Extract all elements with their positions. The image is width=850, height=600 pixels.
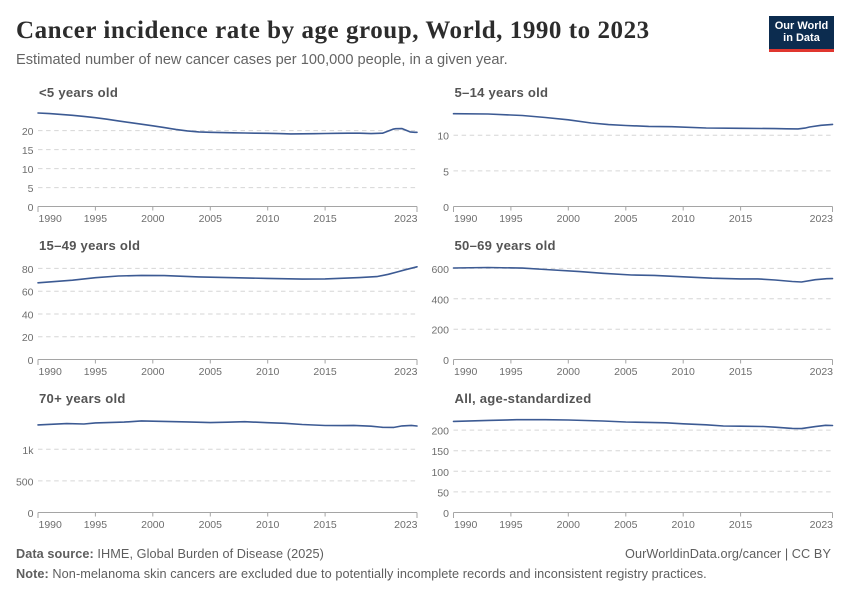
svg-text:1995: 1995: [84, 519, 108, 531]
svg-text:<5 years old: <5 years old: [39, 85, 118, 100]
svg-text:2005: 2005: [199, 366, 223, 378]
svg-text:1995: 1995: [84, 366, 108, 378]
svg-text:1995: 1995: [499, 366, 523, 378]
svg-text:5: 5: [443, 166, 449, 178]
svg-text:2023: 2023: [394, 366, 418, 378]
svg-text:1k: 1k: [22, 445, 34, 457]
svg-text:1990: 1990: [39, 213, 63, 225]
svg-text:All, age-standardized: All, age-standardized: [455, 391, 592, 406]
svg-text:2010: 2010: [672, 213, 696, 225]
svg-text:2005: 2005: [614, 519, 638, 531]
svg-text:2010: 2010: [256, 366, 280, 378]
svg-text:1990: 1990: [454, 519, 478, 531]
svg-text:1990: 1990: [454, 213, 478, 225]
svg-text:2005: 2005: [199, 519, 223, 531]
svg-text:200: 200: [431, 325, 449, 337]
svg-text:10: 10: [437, 131, 449, 143]
svg-text:400: 400: [431, 294, 449, 306]
svg-text:2000: 2000: [141, 519, 165, 531]
svg-text:2000: 2000: [557, 519, 581, 531]
svg-text:2015: 2015: [313, 519, 337, 531]
svg-text:2010: 2010: [672, 366, 696, 378]
svg-text:1990: 1990: [454, 366, 478, 378]
svg-text:2015: 2015: [313, 213, 337, 225]
svg-text:100: 100: [431, 467, 449, 479]
svg-text:1995: 1995: [499, 213, 523, 225]
svg-text:2000: 2000: [141, 213, 165, 225]
svg-text:10: 10: [22, 164, 34, 176]
svg-text:2023: 2023: [810, 519, 834, 531]
svg-text:1990: 1990: [39, 366, 63, 378]
svg-text:2000: 2000: [557, 366, 581, 378]
svg-text:150: 150: [431, 446, 449, 458]
svg-text:1995: 1995: [84, 213, 108, 225]
svg-text:0: 0: [28, 202, 34, 214]
svg-text:2015: 2015: [729, 519, 753, 531]
svg-text:60: 60: [22, 287, 34, 299]
svg-text:2010: 2010: [256, 519, 280, 531]
svg-text:80: 80: [22, 264, 34, 276]
svg-text:500: 500: [16, 476, 34, 488]
svg-text:2023: 2023: [810, 366, 834, 378]
svg-text:40: 40: [22, 310, 34, 322]
svg-text:200: 200: [431, 426, 449, 438]
svg-text:2023: 2023: [394, 213, 418, 225]
svg-text:2005: 2005: [199, 213, 223, 225]
svg-text:5–14 years old: 5–14 years old: [455, 85, 549, 100]
svg-text:50–69 years old: 50–69 years old: [455, 238, 556, 253]
svg-text:5: 5: [28, 183, 34, 195]
svg-text:70+ years old: 70+ years old: [39, 391, 126, 406]
svg-text:0: 0: [28, 355, 34, 367]
svg-text:0: 0: [443, 355, 449, 367]
svg-text:2015: 2015: [729, 213, 753, 225]
svg-text:0: 0: [28, 508, 34, 520]
svg-text:2010: 2010: [672, 519, 696, 531]
svg-text:2023: 2023: [394, 519, 418, 531]
svg-text:2000: 2000: [141, 366, 165, 378]
svg-text:2005: 2005: [614, 366, 638, 378]
svg-text:2023: 2023: [810, 213, 834, 225]
svg-text:20: 20: [22, 332, 34, 344]
svg-text:15: 15: [22, 145, 34, 157]
svg-text:2015: 2015: [729, 366, 753, 378]
svg-text:15–49 years old: 15–49 years old: [39, 238, 140, 253]
svg-text:1990: 1990: [39, 519, 63, 531]
svg-text:1995: 1995: [499, 519, 523, 531]
svg-text:50: 50: [437, 487, 449, 499]
svg-text:0: 0: [443, 202, 449, 214]
svg-text:20: 20: [22, 126, 34, 138]
svg-text:2000: 2000: [557, 213, 581, 225]
svg-text:2010: 2010: [256, 213, 280, 225]
svg-text:0: 0: [443, 508, 449, 520]
svg-text:2005: 2005: [614, 213, 638, 225]
svg-text:2015: 2015: [313, 366, 337, 378]
svg-text:600: 600: [431, 264, 449, 276]
